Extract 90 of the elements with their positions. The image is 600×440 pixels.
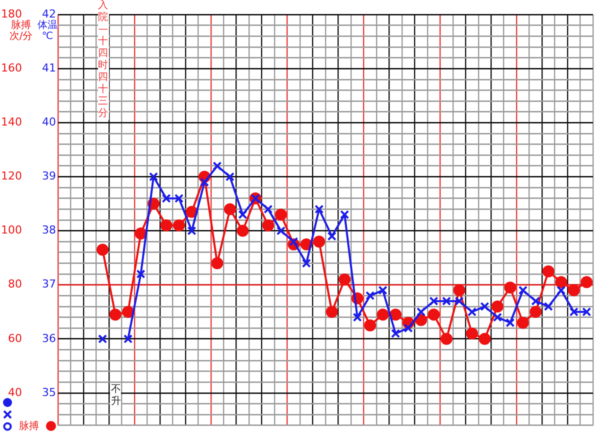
point: [466, 328, 478, 340]
point: [506, 318, 515, 328]
point: [313, 236, 326, 248]
y2-tick-label: 80: [8, 278, 22, 291]
point: [200, 178, 210, 187]
point: [492, 312, 502, 322]
point: [555, 276, 568, 288]
point: [440, 332, 453, 345]
point: [478, 332, 491, 345]
point: [504, 282, 516, 294]
y2-tick-label: 60: [8, 332, 22, 345]
y2-tick-label: 120: [1, 170, 22, 183]
point: [415, 314, 428, 326]
point: [390, 308, 402, 321]
point: [314, 204, 324, 214]
y2-tick-label: 160: [1, 62, 22, 75]
point: [491, 300, 504, 312]
point: [568, 284, 580, 296]
point: [326, 306, 338, 318]
point: [160, 219, 172, 232]
point: [429, 296, 438, 306]
point: [416, 307, 426, 316]
point: [289, 237, 298, 246]
point: [516, 316, 529, 329]
point: [327, 232, 336, 241]
point: [569, 307, 578, 316]
y-axis-title: 体温 ℃: [37, 20, 58, 42]
y2-tick-label: 140: [1, 116, 22, 129]
point: [186, 206, 198, 218]
point: [442, 296, 452, 306]
point: [366, 291, 375, 300]
point: [404, 324, 413, 333]
point: [542, 265, 554, 278]
point: [556, 286, 566, 295]
y-tick-label: 38: [42, 224, 56, 237]
point: [453, 284, 466, 296]
point: [173, 219, 186, 232]
y2-tick-label: 40: [8, 386, 22, 399]
y-tick-label: 41: [42, 62, 56, 75]
point: [530, 306, 542, 318]
point: [262, 219, 274, 232]
point: [544, 302, 553, 312]
point: [96, 244, 109, 256]
point: [134, 228, 147, 240]
y2-tick-label: 180: [1, 7, 22, 20]
y-tick-label: 40: [42, 116, 56, 129]
point: [364, 319, 376, 332]
y-tick-label: 39: [42, 170, 56, 183]
point: [376, 308, 389, 321]
point: [352, 312, 362, 322]
point: [162, 194, 171, 203]
point: [224, 203, 236, 216]
point: [467, 307, 477, 316]
point: [378, 286, 388, 295]
y-tick-label: 36: [42, 332, 56, 345]
point: [518, 286, 528, 295]
y2-axis-title: 脉搏次/分: [8, 20, 34, 42]
point: [124, 334, 133, 344]
point: [98, 334, 108, 344]
point: [211, 257, 224, 270]
point: [302, 258, 311, 268]
y-tick-label: 42: [42, 7, 56, 20]
point: [122, 306, 134, 318]
point: [136, 270, 146, 279]
y-tick-label: 35: [42, 386, 56, 399]
point: [264, 204, 273, 214]
point: [238, 210, 248, 220]
text: 脉搏: [19, 420, 39, 433]
point: [187, 226, 196, 236]
point: [454, 296, 464, 306]
annotation: 不升: [110, 384, 122, 408]
point: [428, 308, 440, 321]
point: [225, 172, 234, 182]
point: [149, 172, 158, 182]
point: [391, 328, 400, 338]
point: [276, 226, 286, 236]
text: 入院—十四时四十三分: [98, 0, 108, 119]
point: [582, 307, 592, 316]
y-tick-label: 37: [42, 278, 56, 291]
point: [338, 273, 351, 286]
point: [480, 302, 490, 312]
point: [174, 194, 184, 203]
point: [340, 210, 350, 220]
point: [274, 208, 287, 221]
y2-tick-label: 100: [1, 224, 22, 237]
point: [531, 296, 540, 306]
point: [236, 224, 249, 237]
point: [212, 161, 222, 170]
point: [580, 276, 593, 288]
point: [109, 308, 122, 321]
